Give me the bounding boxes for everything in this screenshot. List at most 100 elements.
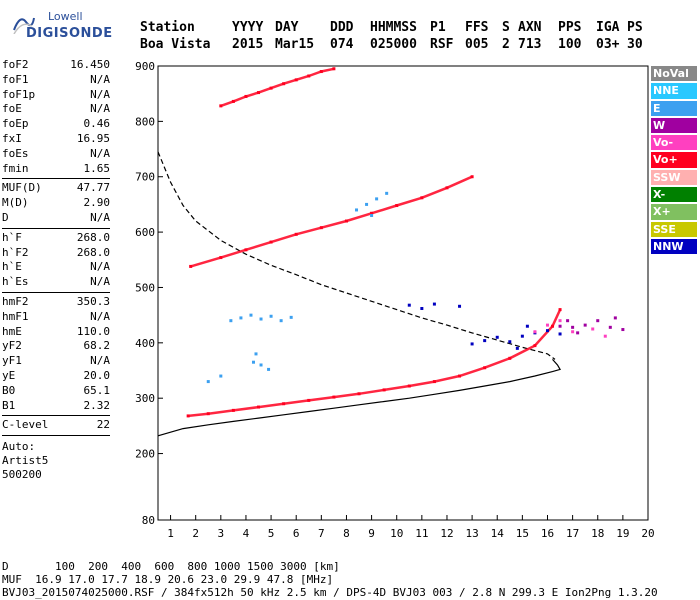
x-tick-label: 2 — [192, 527, 199, 540]
echo-point — [571, 330, 575, 334]
echo-point — [355, 208, 359, 212]
header-value-3: 074 — [330, 37, 354, 52]
y-tick-label: 300 — [135, 392, 155, 405]
param-name: foF2 — [2, 58, 29, 71]
echo-point — [571, 325, 575, 329]
param-name: hmE — [2, 324, 22, 338]
param-name: D — [2, 210, 9, 224]
wave-logo-icon — [13, 17, 35, 34]
legend-item-nne: NNE — [651, 83, 697, 99]
param-name: B1 — [2, 398, 16, 412]
echo-point — [621, 328, 625, 332]
echo-point — [432, 302, 436, 306]
digisonde-logo: Lowell DIGISONDE — [8, 8, 128, 48]
echo-point — [613, 316, 617, 320]
echo-point — [566, 319, 570, 323]
header-label-3: DDD — [330, 20, 354, 35]
param-separator — [2, 415, 110, 417]
param-row: foF2 16.450 — [2, 58, 110, 73]
header-value-9: 100 — [558, 37, 582, 52]
echo-point — [558, 332, 562, 336]
param-name: yE — [2, 368, 16, 382]
echo-point — [189, 264, 193, 268]
y-tick-label: 400 — [135, 337, 155, 350]
param-row: yF1 N/A — [2, 354, 110, 369]
param-value: 268.0 — [76, 245, 110, 259]
echo-point — [603, 334, 607, 338]
param-name: yF2 — [2, 339, 22, 353]
header-value-11: 30 — [627, 37, 643, 52]
echo-point — [254, 352, 258, 356]
param-value: 22 — [96, 418, 110, 432]
legend-item-e: E — [651, 100, 697, 116]
echo-point — [267, 367, 271, 371]
param-row: h`F 268.0 — [2, 231, 110, 246]
param-value: N/A — [90, 210, 110, 224]
param-value: 350.3 — [76, 294, 110, 308]
echo-point — [219, 374, 223, 378]
polarization-legend: NoVal NNE E W Vo- Vo+ SSW X- X+ SSE NNW — [651, 66, 697, 256]
param-row: h`E N/A — [2, 260, 110, 275]
echo-point — [420, 307, 424, 311]
param-name: foE — [2, 102, 22, 116]
x-tick-label: 13 — [465, 527, 478, 540]
echo-point — [470, 342, 474, 346]
echo-point — [365, 202, 369, 206]
param-name: foF1 — [2, 72, 29, 86]
param-row: hmF1 N/A — [2, 310, 110, 325]
header-label-11: PS — [627, 20, 643, 35]
echo-point — [495, 335, 499, 339]
echo-point — [515, 346, 519, 350]
header-value-1: 2015 — [232, 37, 264, 52]
param-name: h`Es — [2, 275, 29, 289]
param-name: yF1 — [2, 354, 22, 368]
param-value: 65.1 — [83, 383, 111, 397]
param-value: 20.0 — [83, 368, 111, 382]
param-name: h`F2 — [2, 245, 29, 259]
x-tick-label: 3 — [218, 527, 225, 540]
header-label-7: S — [502, 20, 510, 35]
param-name: h`E — [2, 260, 22, 274]
param-value: 16.450 — [70, 58, 110, 71]
param-name: fmin — [2, 161, 29, 175]
logo-line-digisonde: DIGISONDE — [26, 26, 113, 41]
legend-item-sse: SSE — [651, 221, 697, 237]
param-name: hmF1 — [2, 309, 29, 323]
param-row: D N/A — [2, 211, 110, 226]
header-label-10: IGA — [596, 20, 620, 35]
echo-point — [407, 303, 411, 307]
x-tick-label: 16 — [541, 527, 554, 540]
echo-point — [259, 317, 263, 321]
param-name: C-level — [2, 418, 49, 432]
footer-distance-row: D 100 200 400 600 800 1000 1500 3000 [km… — [2, 560, 340, 573]
echo-point — [269, 314, 273, 318]
echo-point — [545, 323, 549, 327]
auto-program: Artist5 — [2, 454, 49, 468]
param-value: 68.2 — [83, 339, 111, 353]
param-name: foEp — [2, 117, 29, 131]
param-row: B0 65.1 — [2, 384, 110, 399]
param-value: 1.65 — [83, 161, 111, 175]
header-label-4: HHMMSS — [370, 20, 417, 35]
y-tick-label: 800 — [135, 115, 155, 128]
legend-item-noval: NoVal — [651, 66, 697, 82]
x-tick-label: 1 — [167, 527, 174, 540]
profile-curve-solid — [157, 359, 562, 437]
x-tick-label: 15 — [516, 527, 529, 540]
auto-code: 500200 — [2, 468, 42, 482]
x-tick-label: 10 — [390, 527, 403, 540]
param-value: 110.0 — [76, 324, 110, 338]
echo-point — [229, 319, 233, 323]
param-name: foF1p — [2, 87, 36, 101]
echo-point — [520, 334, 524, 338]
header-value-2: Mar15 — [275, 37, 315, 52]
param-row: hmF2 350.3 — [2, 295, 110, 310]
param-value: 2.90 — [83, 196, 111, 210]
echo-point — [525, 324, 529, 328]
echo-point — [332, 67, 336, 71]
param-row: h`F2 268.0 — [2, 246, 110, 261]
header-label-1: YYYY — [232, 20, 264, 35]
param-name: MUF(D) — [2, 181, 42, 195]
param-row: foE N/A — [2, 102, 110, 117]
